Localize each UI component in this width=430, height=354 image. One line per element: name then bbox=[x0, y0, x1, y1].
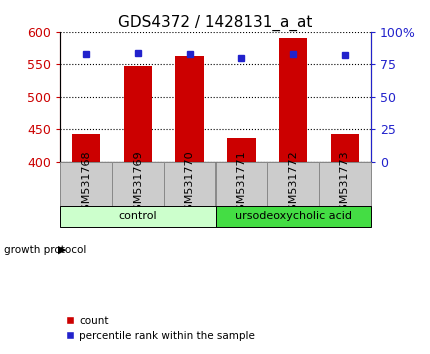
Bar bbox=[60, 162, 112, 206]
Text: GSM531771: GSM531771 bbox=[236, 150, 246, 218]
Bar bbox=[227, 138, 255, 162]
Text: ▶: ▶ bbox=[58, 245, 67, 255]
Text: GSM531772: GSM531772 bbox=[287, 150, 298, 218]
Bar bbox=[123, 65, 152, 162]
Text: GSM531770: GSM531770 bbox=[184, 150, 194, 218]
Title: GDS4372 / 1428131_a_at: GDS4372 / 1428131_a_at bbox=[118, 14, 312, 30]
Text: control: control bbox=[118, 211, 157, 221]
Bar bbox=[278, 38, 307, 162]
Text: GSM531768: GSM531768 bbox=[81, 150, 91, 218]
Text: growth protocol: growth protocol bbox=[4, 245, 86, 255]
Bar bbox=[318, 162, 370, 206]
Bar bbox=[215, 162, 267, 206]
Bar bbox=[330, 134, 358, 162]
Text: GSM531773: GSM531773 bbox=[339, 150, 349, 218]
Bar bbox=[267, 162, 318, 206]
Bar bbox=[163, 162, 215, 206]
Text: GSM531769: GSM531769 bbox=[132, 150, 143, 218]
Legend: count, percentile rank within the sample: count, percentile rank within the sample bbox=[61, 312, 258, 345]
Bar bbox=[60, 206, 215, 227]
Bar bbox=[112, 162, 163, 206]
Bar bbox=[215, 206, 370, 227]
Text: ursodeoxycholic acid: ursodeoxycholic acid bbox=[234, 211, 351, 221]
Bar bbox=[72, 134, 100, 162]
Bar bbox=[175, 56, 203, 162]
